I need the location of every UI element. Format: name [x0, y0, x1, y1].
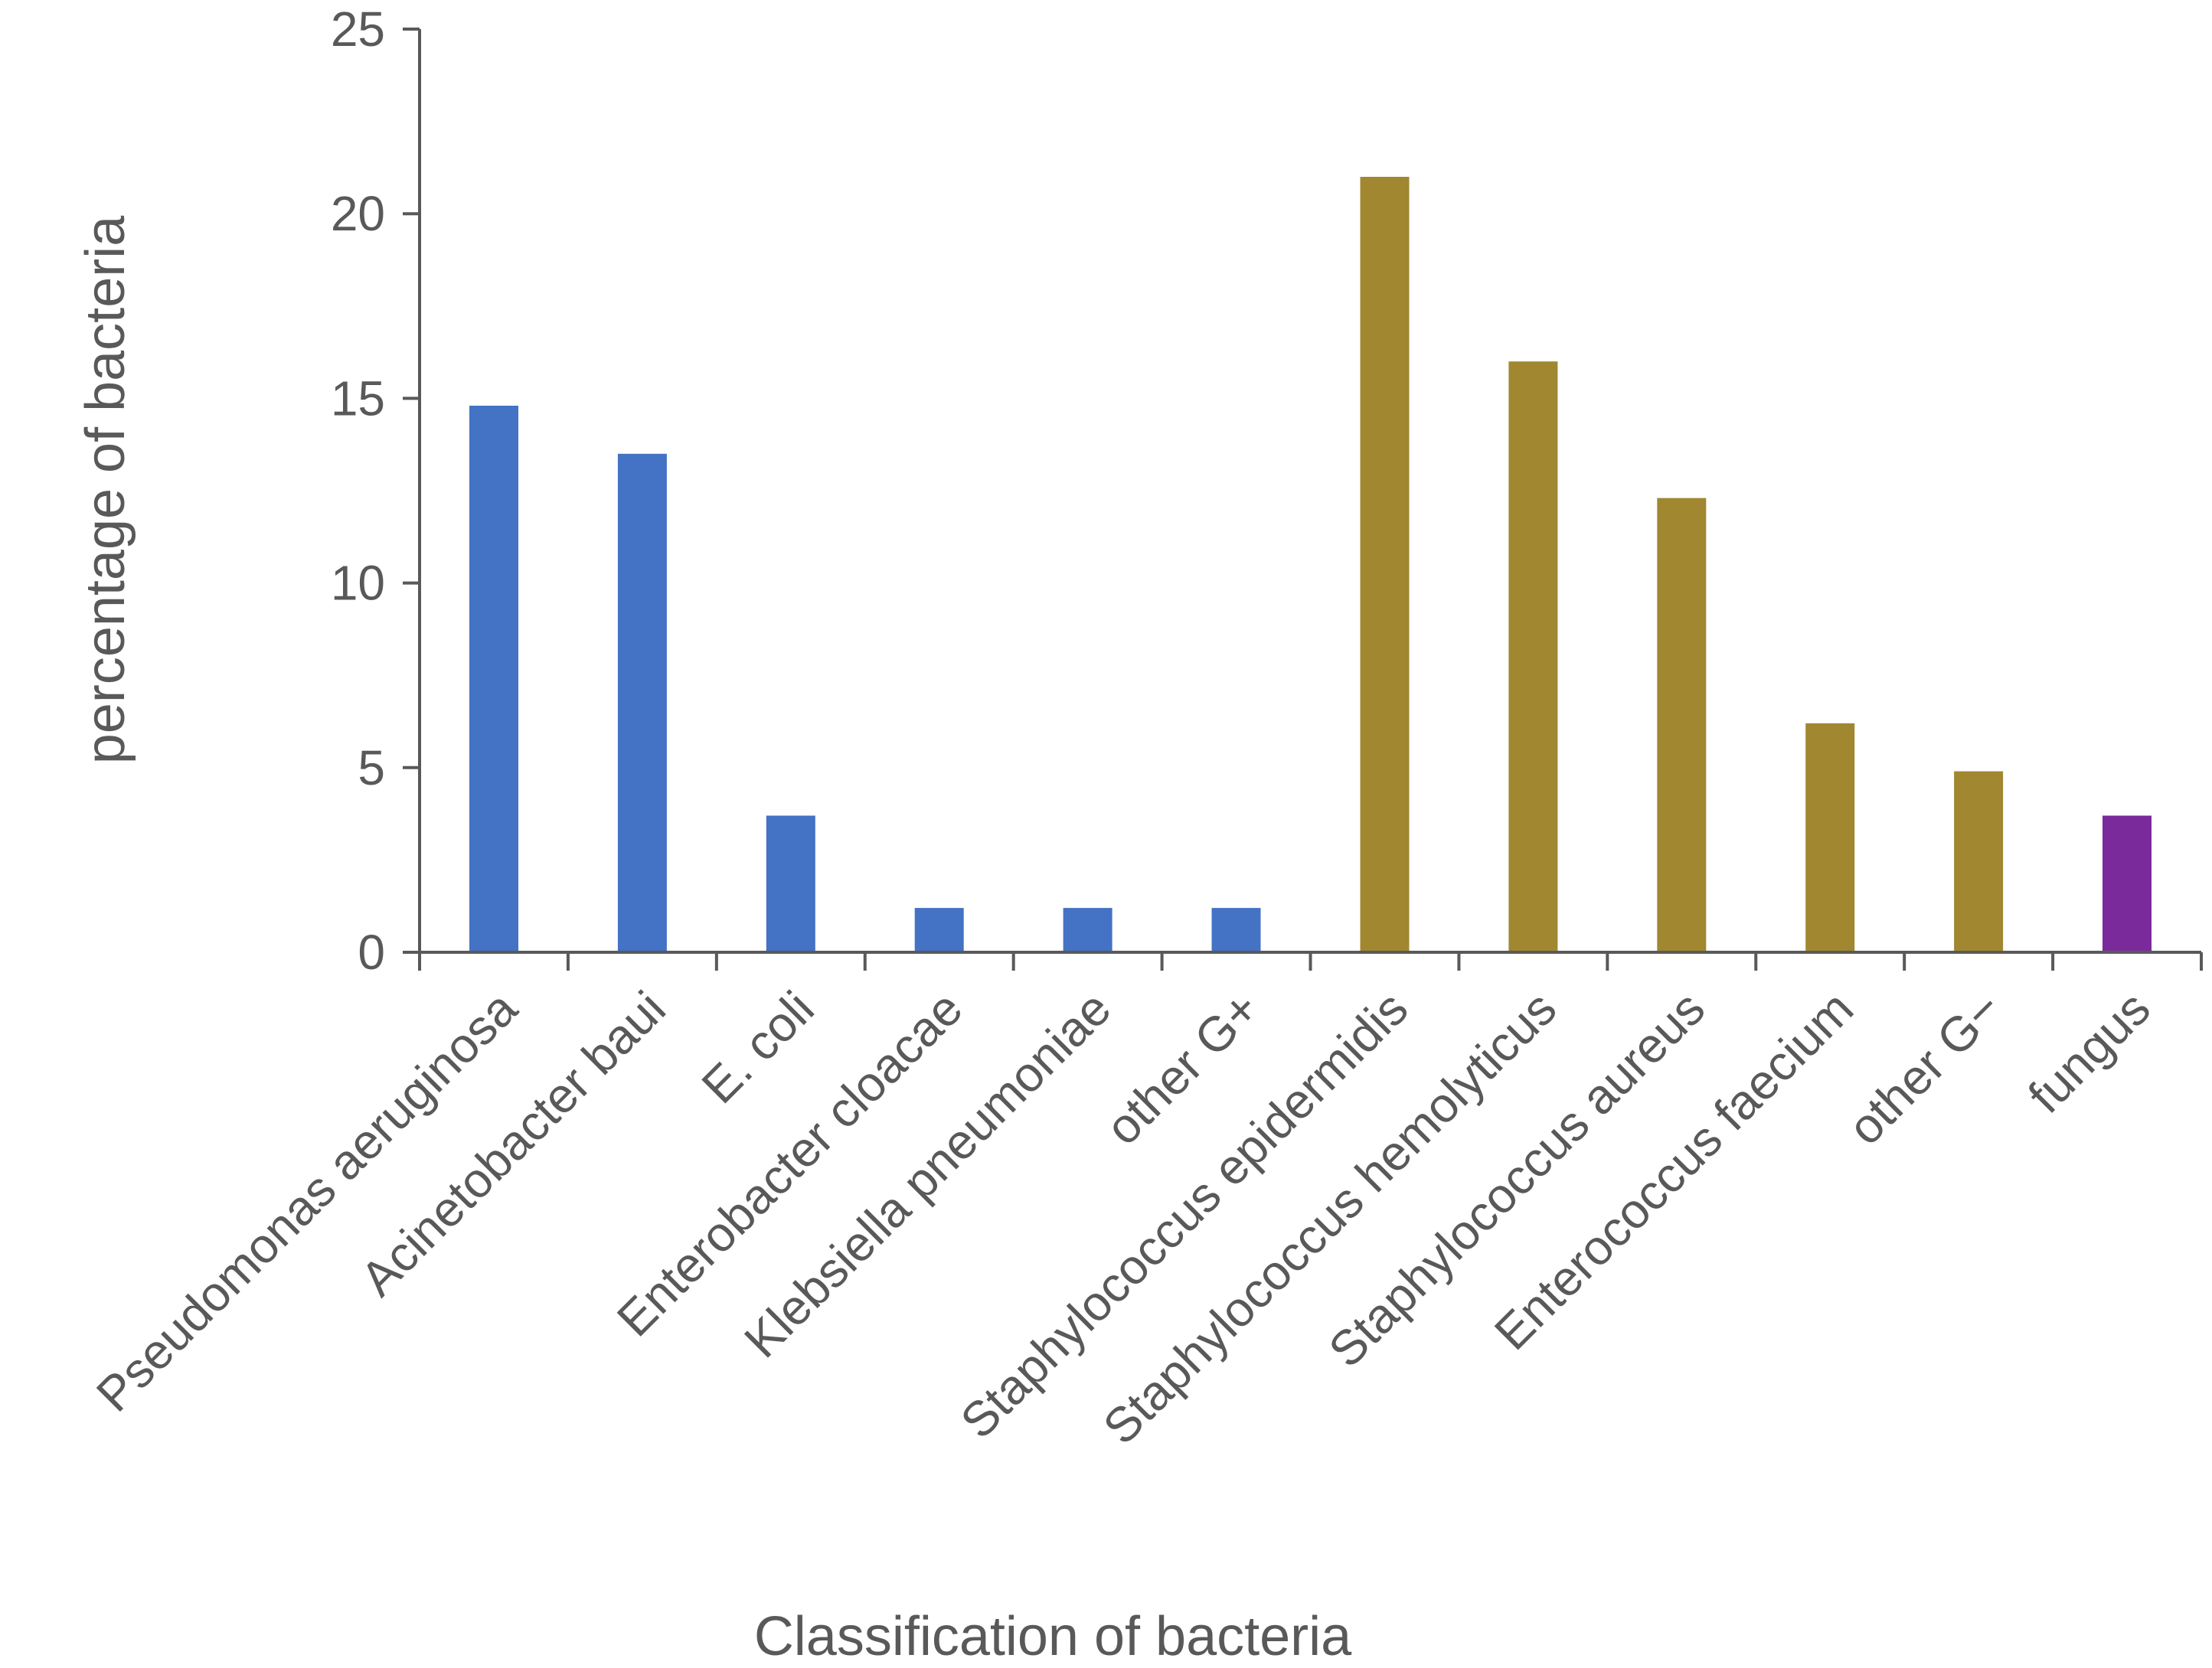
bars-layer — [469, 177, 2152, 952]
y-tick-labels: 0 5 10 15 20 25 — [331, 2, 385, 980]
bar-4 — [1063, 908, 1113, 952]
y-tick-label-4: 20 — [331, 186, 385, 241]
y-tick-label-2: 10 — [331, 556, 385, 611]
bar-2 — [766, 815, 815, 952]
x-axis-title: Classification of bacteria — [754, 1606, 1352, 1667]
axes-layer — [403, 28, 2203, 971]
bar-7 — [1508, 361, 1558, 952]
y-tick-label-0: 0 — [358, 925, 385, 980]
y-tick-label-5: 25 — [331, 2, 385, 57]
y-axis-title: percentage of bacteria — [75, 215, 136, 764]
x-category-label-2: E. coli — [691, 981, 825, 1114]
bar-0 — [469, 406, 518, 952]
x-category-label-11: fungus — [2018, 981, 2161, 1124]
bar-6 — [1360, 177, 1410, 952]
bar-9 — [1805, 723, 1855, 952]
y-tick-label-3: 15 — [331, 370, 385, 426]
bar-3 — [914, 908, 964, 952]
bar-8 — [1657, 498, 1707, 952]
x-category-label-10: other G− — [1838, 981, 2012, 1155]
y-tick-label-1: 5 — [358, 740, 385, 795]
bar-10 — [1954, 771, 2004, 952]
bar-11 — [2103, 815, 2152, 952]
bar-1 — [617, 453, 667, 952]
bar-5 — [1211, 908, 1261, 952]
